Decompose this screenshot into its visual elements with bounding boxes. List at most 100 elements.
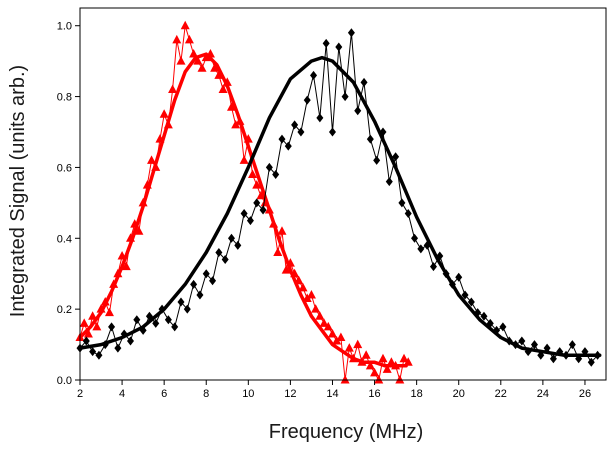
diamond-data-point [246,216,254,226]
triangle-data-point [370,367,380,377]
diamond-data-point [284,141,292,151]
triangle-data-point [197,63,207,72]
data-connector-line-0 [79,25,409,382]
triangle-data-point [172,34,182,44]
triangle-data-point [92,321,102,331]
triangle-data-point [83,328,93,338]
diamond-data-point [392,152,400,162]
diamond-data-point [499,322,507,332]
triangle-data-point [184,34,194,44]
triangle-data-point [104,307,114,317]
diamond-data-point [354,106,362,116]
triangle-data-point [88,311,98,320]
triangle-data-point [231,119,241,129]
x-tick-label: 8 [203,388,209,400]
fit-curve-3 [78,55,602,357]
triangle-data-point [306,289,316,299]
diamond-data-point [253,198,261,208]
diamond-data-point [530,340,538,350]
triangle-data-point [252,180,262,189]
x-axis-title: Frequency (MHz) [269,421,423,443]
triangle-data-point [399,353,409,363]
triangle-data-point [176,56,186,65]
y-tick-label: 1.0 [57,21,72,33]
diamond-data-point [411,233,419,243]
triangle-data-point [239,155,249,164]
x-tick-label: 14 [326,388,338,400]
triangle-data-point [311,304,321,313]
diamond-data-point [316,113,324,123]
triangle-data-point [374,375,384,384]
data-layer [75,20,602,384]
diamond-data-point [568,340,576,350]
triangle-data-point [395,375,405,384]
plot-area-frame [79,7,607,381]
diamond-data-point [429,262,437,272]
triangle-data-point [353,339,363,349]
triangle-data-point [218,84,228,93]
diamond-data-point [133,315,141,325]
triangle-data-point [382,364,392,373]
diamond-data-point [190,279,198,289]
diamond-data-point [152,318,160,328]
diamond-data-point [126,336,134,346]
triangle-data-point [319,318,329,327]
triangle-data-point [281,265,291,274]
triangle-data-point [277,226,287,235]
diamond-data-point [341,92,349,102]
triangle-data-point [273,247,283,256]
diamond-data-point [209,276,217,286]
diamond-data-point [202,269,210,279]
x-tick-label: 26 [579,388,591,400]
diamond-data-point [587,357,595,367]
x-tick-label: 16 [368,388,380,400]
diamond-data-point [455,272,463,282]
x-tick-label: 4 [119,388,125,400]
triangle-data-point [315,311,325,320]
triangle-data-point [256,190,266,200]
diamond-data-point [328,127,336,137]
diamond-data-point [108,322,116,332]
diamond-data-point [164,315,172,325]
triangle-data-point [159,109,169,118]
triangle-data-point [248,169,258,179]
diamond-data-point [303,95,311,105]
triangle-data-point [189,49,199,58]
diamond-data-point [404,208,412,218]
diamond-data-point [227,233,235,243]
diamond-data-point [234,240,242,250]
diamond-data-point [480,311,488,321]
triangle-data-point [344,343,354,352]
x-tick-label: 12 [284,388,296,400]
triangle-data-point [168,84,178,93]
diamond-data-point [385,177,393,187]
triangle-data-point [226,102,236,111]
x-tick-label: 2 [77,388,83,400]
x-tick-label: 18 [411,388,423,400]
triangle-data-point [210,63,220,72]
diamond-data-point [278,134,286,144]
diamond-data-point [183,304,191,314]
x-tick-label: 10 [242,388,254,400]
triangle-data-point [340,375,350,384]
diamond-data-point [467,297,475,307]
diamond-data-point [335,42,343,52]
triangle-data-point [386,357,396,366]
triangle-data-point [79,318,89,327]
diamond-data-point [89,347,97,357]
diamond-data-point [322,38,330,48]
diamond-data-point [221,255,229,265]
x-tick-label: 20 [453,388,465,400]
x-tick-label: 24 [537,388,549,400]
diamond-data-point [347,28,355,38]
fit-curve-1 [78,52,408,368]
diamond-data-point [417,244,425,254]
y-axis-title: Integrated Signal (units arb.) [7,65,29,317]
triangle-data-point [332,336,342,345]
diamond-data-point [82,336,90,346]
axis-ticks: 2 4 6 8 10 12 14 16 18 20 22 24 260.00.20.40.60.81.0 [57,21,591,400]
triangle-data-point [201,52,211,62]
diamond-data-point [95,350,103,360]
triangle-data-point [336,332,346,341]
